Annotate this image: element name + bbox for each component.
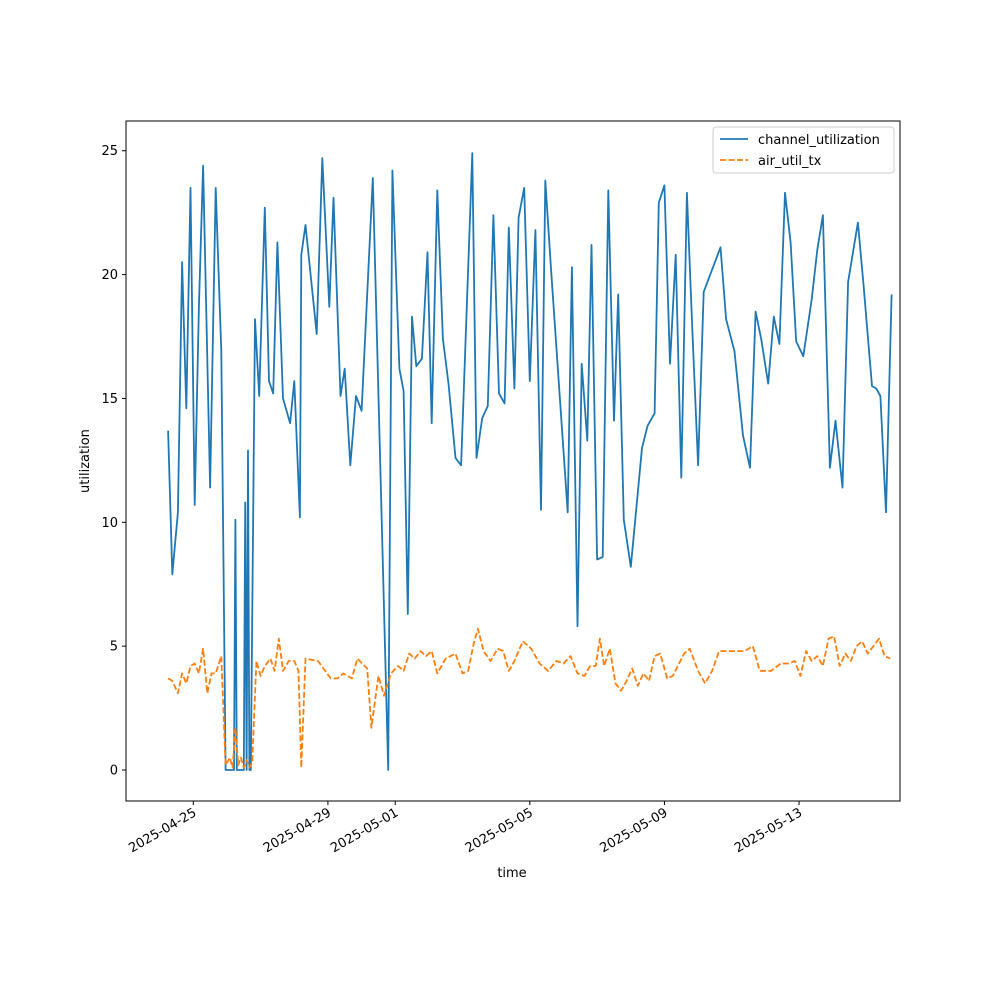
- x-axis-title: time: [497, 866, 526, 881]
- plot-area: [167, 152, 893, 771]
- legend-label-channel-utilization: channel_utilization: [758, 133, 880, 148]
- legend-label-air-util-tx: air_util_tx: [758, 154, 822, 169]
- series-line-air-util-tx: [167, 627, 891, 769]
- y-tick-label: 10: [101, 516, 118, 531]
- legend-box: [712, 126, 895, 174]
- axes-frame: [125, 120, 901, 802]
- series-line-channel-utilization: [167, 152, 893, 771]
- y-tick-label: 5: [110, 640, 118, 655]
- y-tick-label: 20: [101, 268, 118, 283]
- y-tick-label: 15: [101, 392, 118, 407]
- y-tick-label: 0: [110, 764, 118, 779]
- y-tick-label: 25: [101, 144, 118, 159]
- y-axis-title: utilization: [78, 429, 93, 493]
- legend: channel_utilization air_util_tx: [712, 126, 895, 174]
